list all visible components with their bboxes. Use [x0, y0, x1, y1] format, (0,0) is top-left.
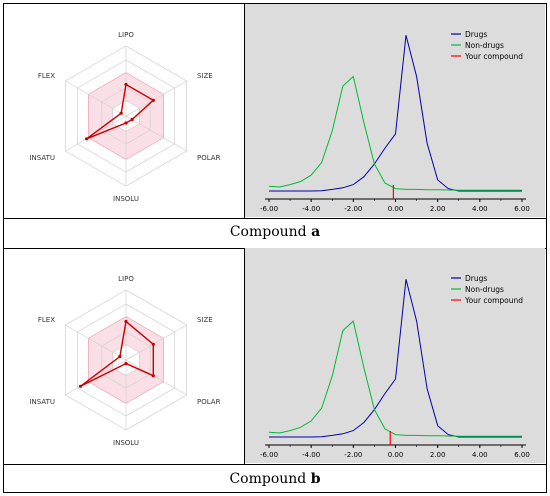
legend-label: Your compound — [464, 52, 523, 61]
radar-spoke — [125, 80, 187, 117]
radar-point — [124, 361, 128, 366]
legend-label: Drugs — [465, 30, 487, 39]
legend-label: Drugs — [465, 274, 487, 283]
col-divider-1 — [244, 4, 245, 218]
radar-point — [119, 111, 123, 115]
legend-label: Your compound — [464, 296, 523, 305]
radar-axis-label: INSATU — [29, 398, 55, 406]
radar-point — [130, 117, 134, 122]
radar-chart-a: LIPO SIZE POLAR INSOLU INSATU FLEX — [29, 31, 221, 203]
radar-point — [124, 82, 128, 87]
caption-b: Compound b — [229, 471, 321, 487]
radar-spoke — [125, 324, 187, 361]
radar-axis-label: INSOLU — [113, 195, 139, 203]
x-tick-label: -2.00 — [344, 451, 362, 459]
plot-background — [245, 248, 545, 463]
radar-point — [124, 121, 128, 125]
radar-axis-label: FLEX — [38, 72, 55, 80]
radar-point — [151, 98, 155, 102]
distribution-chart-a: -6.00 -4.00 -2.00 0.00 2.00 4.00 6.00 Drugs Non-… — [245, 4, 545, 217]
radar-point — [78, 384, 83, 388]
radar-axis-label: FLEX — [38, 316, 55, 324]
row-divider-1 — [4, 218, 546, 219]
radar-axis-label: SIZE — [197, 72, 213, 80]
caption-a: Compound a — [229, 224, 321, 240]
radar-axis-label: LIPO — [118, 275, 134, 283]
radar-axis-label: INSATU — [29, 154, 55, 162]
x-tick-label: 6.00 — [514, 451, 530, 459]
distribution-chart-b: -6.00 -4.00 -2.00 0.00 2.00 4.00 6.00 Drugs Non-… — [245, 248, 545, 463]
series-line-drugs — [269, 35, 522, 192]
x-tick-label: 0.00 — [388, 451, 404, 459]
radar-spoke — [65, 115, 127, 152]
radar-spoke — [65, 359, 127, 396]
series-line-non-drugs — [268, 320, 522, 437]
x-tick-label: -6.00 — [260, 451, 278, 459]
radar-axis-label: POLAR — [197, 398, 221, 406]
radar-point — [85, 137, 89, 141]
radar-axis-label: SIZE — [197, 316, 213, 324]
radar-point — [151, 374, 155, 378]
legend-label: Non-drugs — [465, 41, 504, 50]
plot-background — [245, 4, 545, 217]
series-line-non-drugs — [268, 75, 522, 191]
x-tick-label: -6.00 — [260, 205, 278, 213]
radar-chart-b: LIPO SIZE POLAR INSOLU INSATU FLEX — [29, 275, 221, 447]
col-divider-2 — [244, 248, 245, 464]
x-tick-label: 2.00 — [430, 205, 446, 213]
x-tick-label: -4.00 — [302, 451, 320, 459]
radar-spoke — [125, 359, 187, 396]
radar-point — [151, 342, 155, 346]
x-tick-label: -2.00 — [344, 205, 362, 213]
radar-point — [124, 319, 128, 324]
x-tick-label: 4.00 — [472, 451, 488, 459]
radar-spoke — [65, 80, 127, 117]
x-tick-label: 2.00 — [430, 451, 446, 459]
x-tick-label: 6.00 — [514, 205, 530, 213]
row-divider-3 — [4, 464, 546, 465]
x-tick-label: -4.00 — [302, 205, 320, 213]
x-tick-label: 0.00 — [388, 205, 404, 213]
x-tick-label: 4.00 — [472, 205, 488, 213]
series-line-drugs — [269, 279, 522, 438]
radar-point — [118, 354, 122, 359]
radar-spoke — [65, 324, 127, 361]
radar-axis-label: LIPO — [118, 31, 134, 39]
radar-spoke — [125, 115, 187, 152]
radar-axis-label: POLAR — [197, 154, 221, 162]
radar-axis-label: INSOLU — [113, 439, 139, 447]
legend-label: Non-drugs — [465, 285, 504, 294]
